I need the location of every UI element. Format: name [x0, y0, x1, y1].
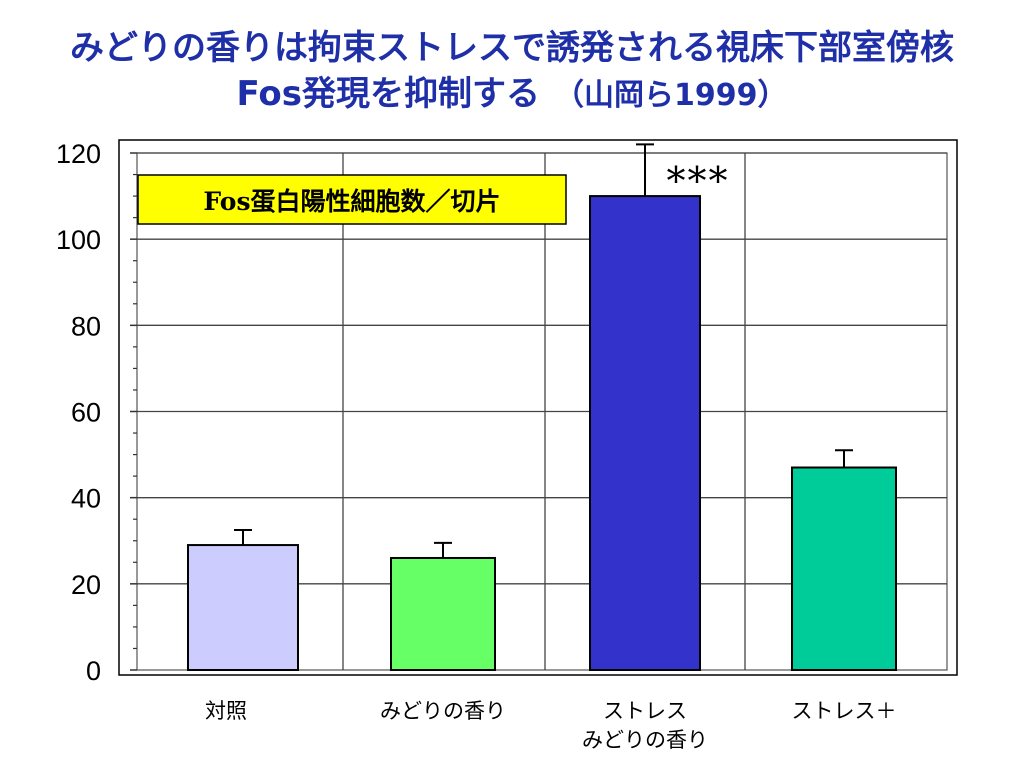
y-tick-label: 20: [71, 570, 101, 600]
y-tick-label: 60: [71, 398, 101, 428]
x-category-label: 対照: [205, 699, 247, 723]
slide-title-line1: みどりの香りは拘束ストレスで誘発される視床下部室傍核: [70, 28, 954, 68]
slide-title-main: Fos発現を抑制する: [236, 74, 540, 114]
x-category-label: みどりの香り: [380, 699, 506, 723]
bar: [187, 544, 299, 672]
slide-title-line2: Fos発現を抑制する （山岡ら1999）: [0, 74, 1024, 116]
y-tick-label: 0: [86, 656, 101, 686]
bar: [589, 195, 701, 671]
bar: [390, 556, 496, 672]
y-tick-label: 40: [71, 484, 101, 514]
y-tick-label: 80: [71, 311, 101, 341]
x-category-label: ストレス: [603, 699, 687, 723]
chart-title: Fos蛋白陽性細胞数／切片: [203, 187, 500, 216]
bar: [791, 466, 897, 671]
y-tick-label: 100: [56, 225, 101, 255]
chart-title-box: [137, 174, 567, 225]
x-category-label: ストレス＋: [792, 699, 897, 723]
slide-citation: （山岡ら1999）: [553, 78, 788, 113]
x-category-label: みどりの香り: [582, 728, 708, 752]
y-tick-label: 120: [56, 139, 101, 169]
significance-marker: ***: [667, 159, 730, 203]
